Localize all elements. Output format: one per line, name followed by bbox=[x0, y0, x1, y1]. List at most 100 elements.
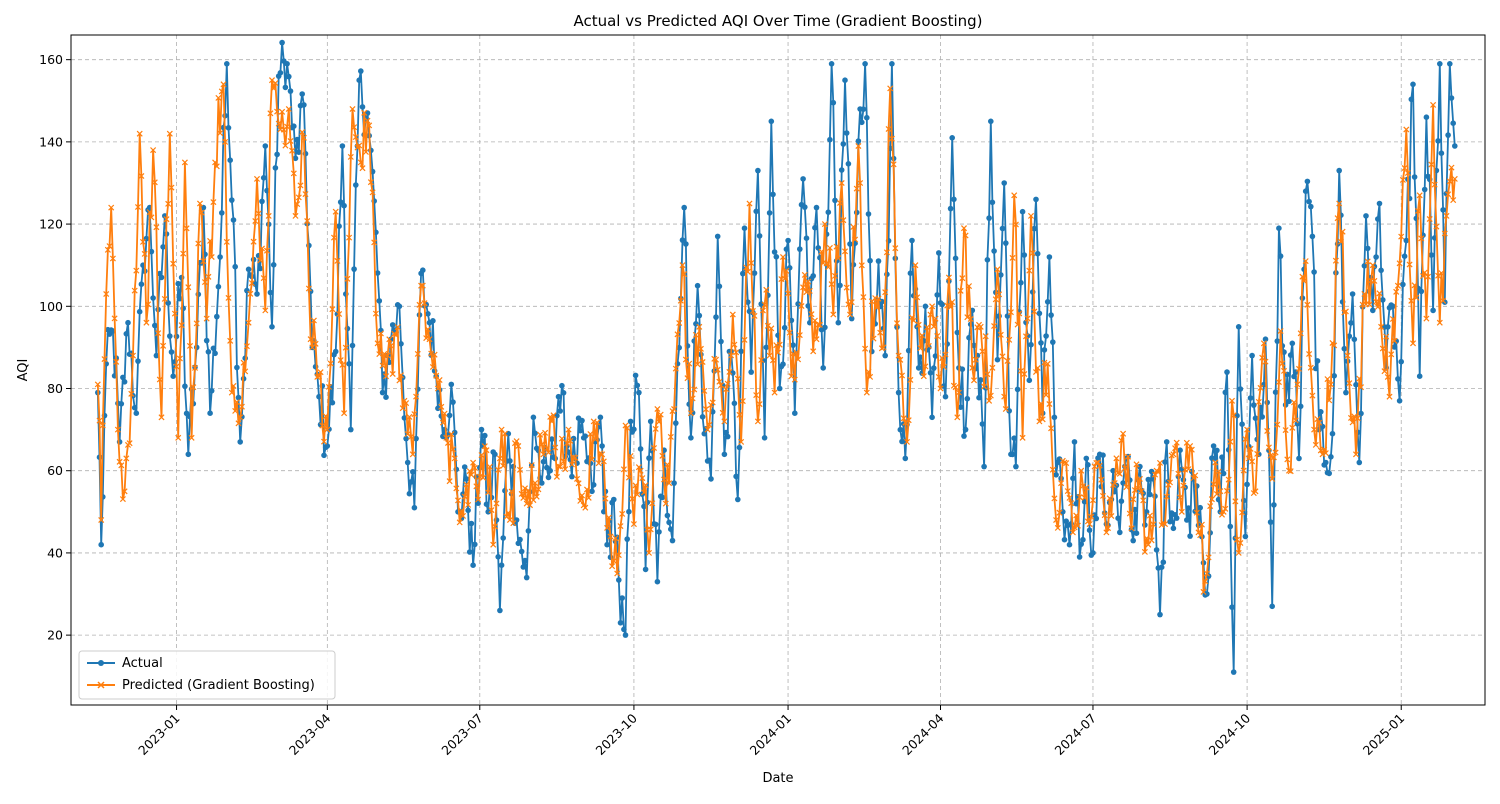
data-point bbox=[699, 358, 706, 366]
data-point bbox=[845, 161, 852, 167]
data-point bbox=[723, 386, 730, 393]
data-point bbox=[624, 536, 630, 542]
data-point bbox=[585, 494, 592, 501]
data-point bbox=[349, 342, 356, 349]
data-point bbox=[624, 424, 631, 431]
data-point bbox=[459, 512, 467, 519]
data-point bbox=[483, 501, 490, 508]
data-point bbox=[1220, 470, 1227, 477]
data-point bbox=[1076, 554, 1083, 560]
data-point bbox=[895, 352, 902, 359]
data-point bbox=[1086, 521, 1093, 528]
data-point bbox=[312, 340, 319, 347]
data-point bbox=[225, 125, 232, 131]
data-point bbox=[560, 390, 567, 396]
data-point bbox=[786, 329, 793, 336]
data-point bbox=[1351, 413, 1358, 420]
data-point bbox=[411, 411, 418, 418]
data-point bbox=[1229, 604, 1235, 610]
data-point bbox=[155, 330, 162, 337]
data-point bbox=[557, 463, 564, 470]
data-point bbox=[667, 433, 674, 440]
data-point bbox=[964, 395, 971, 402]
data-point bbox=[181, 159, 188, 166]
data-point bbox=[688, 435, 694, 441]
data-point bbox=[959, 366, 966, 373]
data-point bbox=[517, 536, 523, 543]
data-point bbox=[259, 198, 265, 205]
data-point bbox=[540, 451, 547, 458]
data-point bbox=[982, 333, 989, 340]
data-point bbox=[972, 356, 979, 363]
data-point bbox=[158, 414, 165, 421]
data-point bbox=[277, 70, 284, 76]
data-point bbox=[1309, 392, 1316, 399]
data-point bbox=[356, 77, 363, 83]
data-point bbox=[800, 284, 807, 291]
data-point bbox=[274, 108, 281, 115]
data-point bbox=[830, 99, 837, 106]
data-point bbox=[892, 245, 899, 252]
data-point bbox=[198, 209, 205, 216]
data-point bbox=[563, 440, 570, 447]
data-point bbox=[555, 393, 562, 400]
data-point bbox=[1013, 463, 1019, 470]
data-point bbox=[1431, 181, 1438, 188]
data-point bbox=[1085, 462, 1091, 468]
data-point bbox=[374, 340, 381, 347]
data-point bbox=[222, 138, 229, 145]
data-point bbox=[637, 446, 644, 452]
data-point bbox=[1438, 150, 1445, 156]
data-point bbox=[315, 373, 323, 380]
data-point bbox=[1200, 588, 1207, 595]
data-point bbox=[121, 488, 128, 495]
data-point bbox=[522, 557, 528, 564]
data-point bbox=[1349, 291, 1356, 297]
data-point bbox=[513, 438, 520, 445]
data-point bbox=[1026, 377, 1033, 384]
data-point bbox=[128, 390, 135, 397]
data-point bbox=[420, 267, 426, 274]
data-point bbox=[230, 217, 237, 223]
data-point bbox=[1009, 451, 1016, 458]
data-point bbox=[208, 253, 215, 261]
data-point bbox=[123, 455, 130, 462]
data-point bbox=[358, 68, 364, 74]
data-point bbox=[636, 389, 642, 396]
data-point bbox=[1337, 238, 1344, 245]
data-point bbox=[1118, 437, 1125, 444]
data-point bbox=[533, 493, 540, 500]
data-point bbox=[292, 155, 299, 162]
data-point bbox=[719, 409, 726, 416]
data-point bbox=[99, 422, 106, 429]
data-point bbox=[245, 266, 252, 273]
data-point bbox=[1137, 463, 1143, 470]
data-point bbox=[827, 136, 833, 143]
data-point bbox=[1314, 416, 1321, 423]
data-point bbox=[922, 363, 929, 370]
data-point bbox=[272, 165, 279, 171]
data-point bbox=[304, 217, 311, 225]
data-point bbox=[706, 457, 713, 464]
data-point bbox=[1450, 197, 1457, 204]
data-point bbox=[461, 493, 468, 500]
data-point bbox=[1446, 178, 1453, 185]
data-point bbox=[897, 356, 904, 363]
data-point bbox=[831, 272, 839, 279]
data-point bbox=[992, 296, 999, 303]
data-point bbox=[838, 167, 845, 173]
data-point bbox=[1153, 547, 1160, 553]
data-point bbox=[545, 474, 552, 481]
data-point bbox=[1291, 373, 1297, 380]
data-point bbox=[1032, 368, 1040, 376]
data-point bbox=[342, 344, 349, 351]
data-point bbox=[802, 204, 808, 210]
data-point bbox=[475, 496, 482, 503]
data-point bbox=[1242, 533, 1249, 540]
data-point bbox=[305, 285, 312, 292]
data-point bbox=[518, 490, 525, 497]
data-point bbox=[1373, 298, 1380, 305]
data-point bbox=[1403, 237, 1410, 244]
data-point bbox=[478, 452, 485, 459]
data-point bbox=[245, 319, 252, 326]
